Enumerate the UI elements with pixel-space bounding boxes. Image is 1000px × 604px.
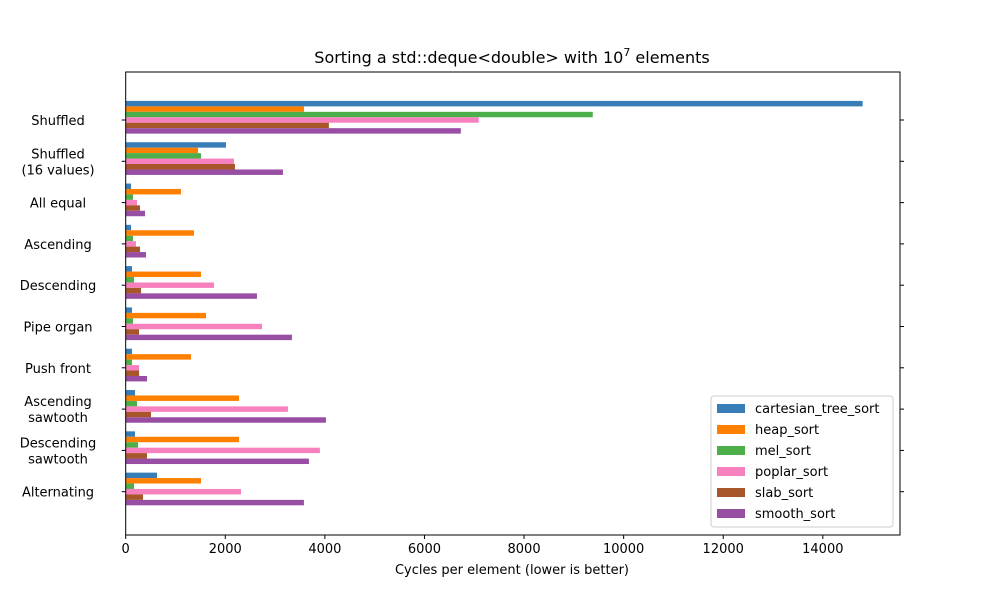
bar-cartesian_tree_sort: [125, 390, 136, 396]
bar-mel_sort: [125, 153, 201, 159]
legend-swatch: [717, 467, 745, 476]
bar-slab_sort: [125, 205, 141, 211]
bar-smooth_sort: [125, 252, 147, 258]
y-tick-label: Push front: [25, 362, 91, 377]
bar-heap_sort: [125, 147, 199, 154]
bar-poplar_sort: [125, 199, 138, 206]
legend-swatch: [717, 509, 745, 518]
bar-heap_sort: [125, 478, 201, 484]
bar-poplar_sort: [125, 447, 320, 454]
bar-poplar_sort: [125, 488, 241, 495]
bar-cartesian_tree_sort: [125, 307, 133, 313]
legend-label: cartesian_tree_sort: [755, 402, 879, 417]
bar-poplar_sort: [125, 241, 137, 247]
bar-cartesian_tree_sort: [125, 224, 132, 231]
legend: cartesian_tree_sort heap_sort mel_sortpopl…: [710, 395, 894, 528]
x-tick-label: 2000: [209, 542, 242, 557]
bar-smooth_sort: [125, 210, 146, 217]
legend-label: poplar_sort: [755, 465, 828, 480]
bar-poplar_sort: [125, 365, 140, 371]
bar-slab_sort: [125, 411, 151, 418]
x-tick-label: 10000: [603, 542, 644, 557]
y-tick-label: sawtooth: [28, 452, 88, 467]
bar-poplar_sort: [125, 323, 262, 330]
bar-smooth_sort: [125, 458, 309, 465]
bar-mel_sort: [125, 442, 139, 448]
x-tick-label: 4000: [308, 542, 341, 557]
bar-mel_sort: [125, 318, 134, 324]
x-tick-label: 12000: [703, 542, 744, 557]
legend-label: mel_sort: [755, 444, 811, 459]
bar-mel_sort: [125, 194, 134, 200]
bar-poplar_sort: [125, 282, 214, 288]
bar-slab_sort: [125, 164, 235, 170]
legend-swatch: [717, 404, 745, 413]
bar-cartesian_tree_sort: [125, 266, 133, 272]
bar-slab_sort: [125, 246, 141, 253]
chart-title: Sorting a std::deque<double> with 107 el…: [314, 46, 709, 67]
bar-poplar_sort: [125, 406, 288, 412]
plot-frame: [125, 71, 901, 536]
bar-slab_sort: [125, 453, 148, 459]
legend-swatch: [717, 446, 745, 455]
bar-heap_sort: [125, 395, 239, 401]
bar-slab_sort: [125, 329, 140, 335]
legend-label: slab_sort: [755, 486, 813, 501]
bar-mel_sort: [125, 483, 135, 489]
x-axis-label: Cycles per element (lower is better): [395, 563, 629, 578]
bar-heap_sort: [125, 230, 194, 236]
y-tick-label: (16 values): [21, 163, 94, 178]
bar-smooth_sort: [125, 293, 257, 299]
y-tick-label: Shuffled: [31, 147, 85, 162]
y-tick-label: Descending: [20, 436, 97, 451]
bar-smooth_sort: [125, 128, 461, 134]
bar-mel_sort: [125, 359, 133, 366]
bar-heap_sort: [125, 271, 201, 278]
bar-smooth_sort: [125, 375, 148, 382]
bar-heap_sort: [125, 106, 304, 112]
bar-mel_sort: [125, 277, 135, 283]
bar-smooth_sort: [125, 417, 326, 423]
y-tick-label: Shuffled: [31, 114, 85, 129]
legend-swatch: [717, 488, 745, 497]
bar-cartesian_tree_sort: [125, 472, 158, 479]
bar-cartesian_tree_sort: [125, 431, 136, 437]
bar-slab_sort: [125, 287, 142, 294]
x-tick-label: 0: [122, 542, 130, 557]
bar-smooth_sort: [125, 499, 304, 506]
bar-slab_sort: [125, 122, 329, 129]
y-tick-label: Descending: [20, 279, 97, 294]
bar-slab_sort: [125, 370, 140, 376]
bar-poplar_sort: [125, 158, 234, 165]
y-tick-label: Ascending: [24, 238, 91, 253]
y-tick-label: sawtooth: [28, 411, 88, 426]
bar-cartesian_tree_sort: [125, 183, 132, 189]
bar-slab_sort: [125, 494, 144, 500]
bar-cartesian_tree_sort: [125, 142, 226, 148]
bar-heap_sort: [125, 188, 181, 195]
bar-cartesian_tree_sort: [125, 100, 863, 107]
legend-swatch: [717, 425, 745, 434]
bar-mel_sort: [125, 111, 593, 118]
bar-smooth_sort: [125, 169, 283, 175]
bar-heap_sort: [125, 312, 206, 319]
y-tick-label: Alternating: [22, 486, 94, 501]
bar-cartesian_tree_sort: [125, 348, 133, 355]
bar-mel_sort: [125, 235, 134, 242]
legend-box: [710, 395, 894, 528]
bar-heap_sort: [125, 436, 239, 443]
bar-mel_sort: [125, 400, 138, 407]
x-tick-label: 6000: [408, 542, 441, 557]
bar-heap_sort: [125, 354, 191, 360]
legend-label: smooth_sort: [755, 507, 835, 522]
y-tick-label: All equal: [30, 197, 86, 212]
y-tick-label: Pipe organ: [23, 321, 92, 336]
bar-poplar_sort: [125, 117, 479, 123]
y-tick-label: Ascending: [24, 395, 91, 410]
x-tick-label: 14000: [802, 542, 843, 557]
legend-label: heap_sort: [755, 423, 819, 438]
bar-smooth_sort: [125, 334, 292, 341]
x-tick-label: 8000: [508, 542, 541, 557]
